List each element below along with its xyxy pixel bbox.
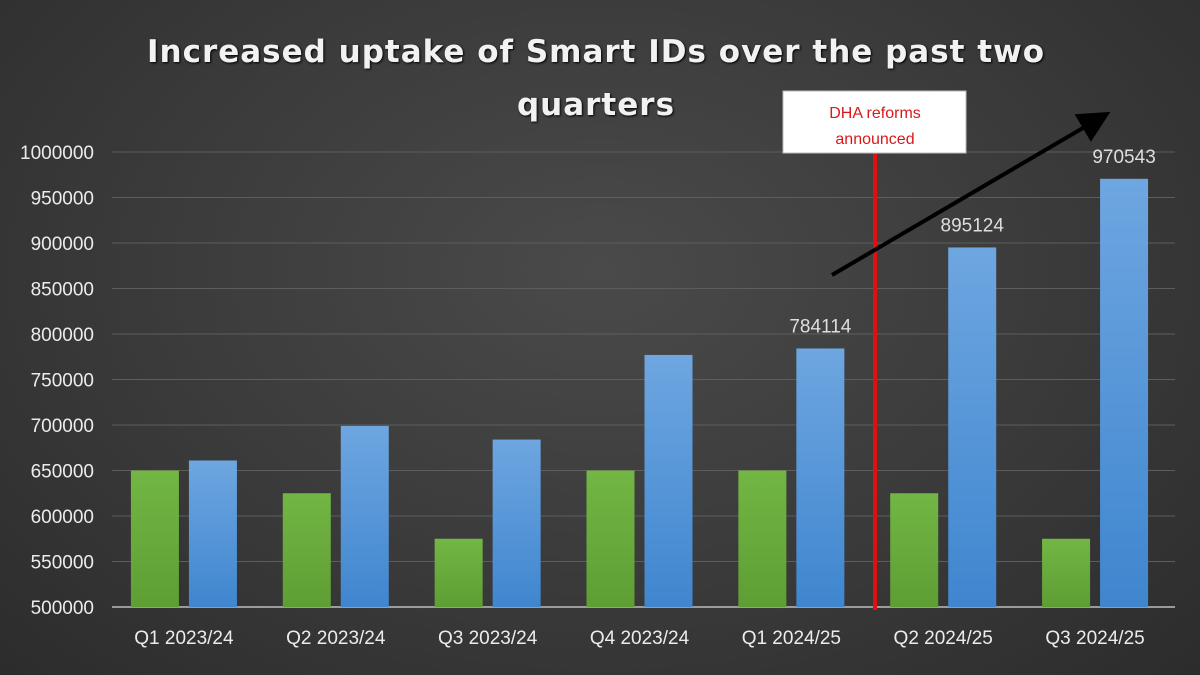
blue-bar: [340, 425, 389, 607]
data-label: 784114: [789, 316, 851, 337]
y-tick-label: 800000: [31, 325, 94, 346]
blue-bar: [492, 439, 541, 607]
y-tick-label: 500000: [31, 598, 94, 619]
x-tick-label: Q3 2023/24: [438, 628, 538, 649]
data-label: 970543: [1092, 147, 1155, 168]
green-bar: [738, 470, 787, 607]
x-tick-label: Q1 2024/25: [742, 628, 841, 649]
chart-title-line-2: quarters: [516, 87, 676, 123]
green-bar: [434, 538, 483, 607]
y-tick-label: 900000: [31, 234, 94, 255]
data-label: 895124: [941, 215, 1005, 236]
data-labels: 784114 895124 970543: [789, 147, 1155, 338]
green-bar: [890, 493, 939, 607]
y-tick-label: 700000: [31, 416, 94, 437]
trend-arrow: [830, 111, 1111, 277]
y-tick-label: 950000: [31, 189, 94, 210]
chart-title-line-1: Increased uptake of Smart IDs over the p…: [146, 34, 1046, 70]
y-axis-ticks: 500000 550000 600000 650000 700000 750000 8000…: [20, 143, 94, 619]
annotation-layer: DHA reforms announced: [782, 90, 1111, 610]
x-tick-label: Q4 2023/24: [590, 628, 690, 649]
green-bar: [1042, 538, 1091, 607]
x-tick-label: Q1 2023/24: [134, 628, 234, 649]
x-tick-label: Q3 2024/25: [1045, 628, 1144, 649]
blue-bar: [188, 460, 237, 607]
blue-bar: [1100, 178, 1149, 608]
x-tick-label: Q2 2023/24: [286, 628, 386, 649]
reform-callout-box: [782, 90, 967, 154]
y-tick-label: 1000000: [20, 143, 94, 164]
blue-bar: [796, 348, 845, 607]
reform-callout-line-1: DHA reforms: [829, 105, 921, 122]
reform-callout-line-2: announced: [835, 131, 914, 148]
y-tick-label: 650000: [31, 462, 94, 483]
gridlines: [112, 151, 1175, 608]
green-bar: [282, 493, 331, 607]
chart-title: Increased uptake of Smart IDs over the p…: [0, 26, 1192, 132]
y-tick-label: 550000: [31, 553, 94, 574]
bars: [130, 178, 1149, 608]
x-axis-ticks: Q1 2023/24 Q2 2023/24 Q3 2023/24 Q4 2023/24…: [134, 628, 1144, 649]
blue-bar: [644, 354, 693, 607]
y-tick-label: 600000: [31, 507, 94, 528]
blue-bar: [948, 247, 997, 607]
green-bar: [586, 470, 635, 607]
y-tick-label: 750000: [31, 371, 94, 392]
y-tick-label: 850000: [31, 280, 94, 301]
x-tick-label: Q2 2024/25: [894, 628, 993, 649]
green-bar: [130, 470, 179, 607]
